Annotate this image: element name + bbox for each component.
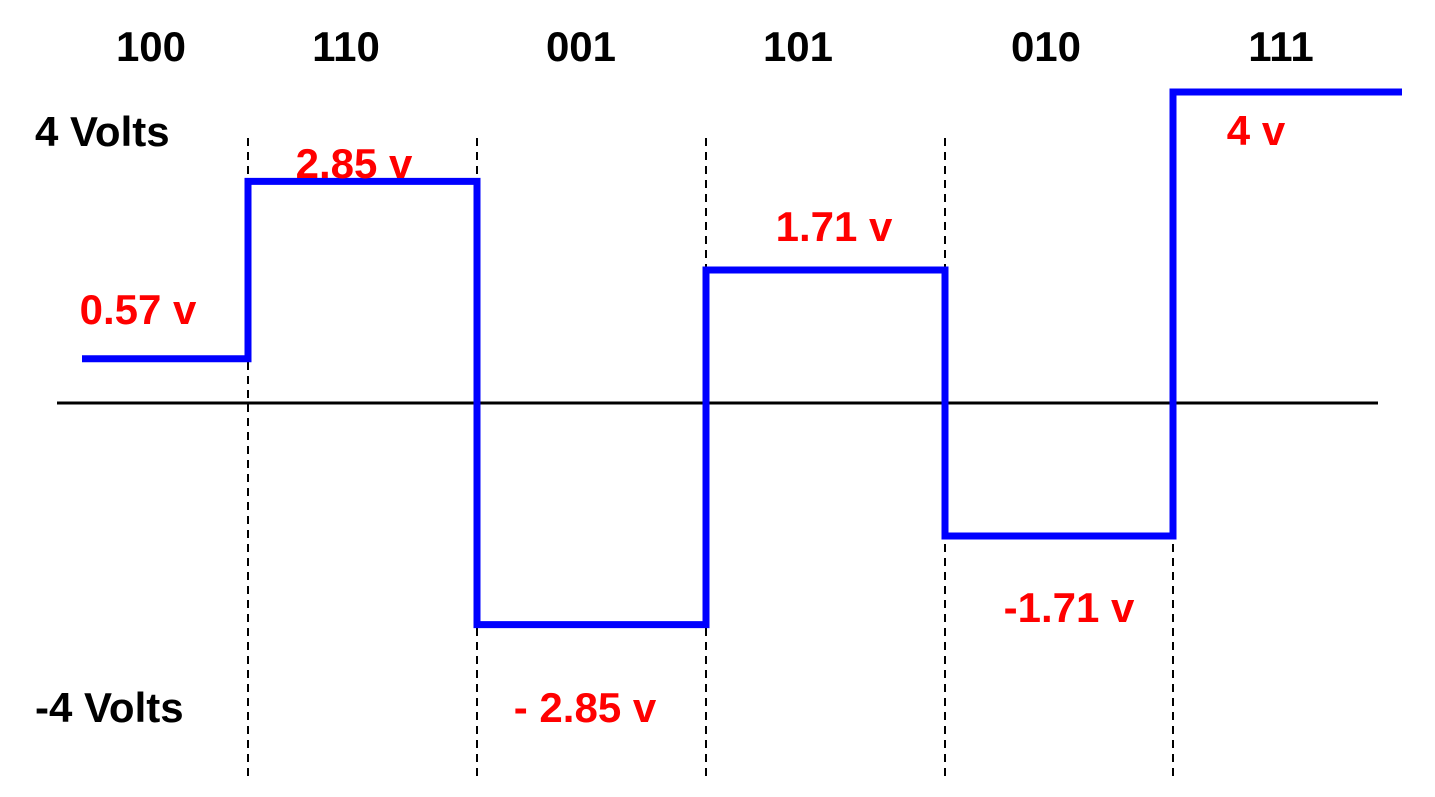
voltage-label-6: 4 v — [1227, 107, 1286, 154]
voltage-label-3: - 2.85 v — [514, 684, 657, 731]
symbol-code-label-2: 110 — [312, 23, 380, 70]
voltage-label-5: -1.71 v — [1004, 584, 1135, 631]
symbol-code-label-3: 001 — [546, 23, 616, 70]
max-voltage-label: 4 Volts — [35, 108, 170, 155]
voltage-label-1: 0.57 v — [80, 286, 197, 333]
signal-waveform — [82, 88, 1402, 629]
voltage-label-2: 2.85 v — [296, 140, 413, 187]
symbol-code-label-4: 101 — [763, 23, 833, 70]
symbol-code-label-1: 100 — [116, 23, 186, 70]
symbol-boundaries — [247, 138, 1174, 778]
voltage-label-4: 1.71 v — [776, 203, 893, 250]
symbol-code-label-6: 111 — [1248, 23, 1313, 70]
symbol-code-label-5: 010 — [1011, 23, 1081, 70]
min-voltage-label: -4 Volts — [35, 684, 184, 731]
